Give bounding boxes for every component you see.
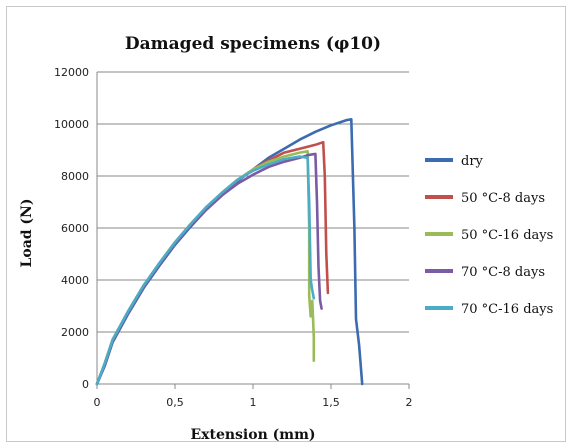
legend-label: 50 °C-16 days [461,228,553,243]
x-tick-label: 0,5 [166,396,184,409]
series-line-1 [95,118,364,386]
chart-frame: Damaged specimens (φ10) 0 2000 4000 6000 800… [6,6,566,443]
x-axis-label: Extension (mm) [190,427,315,443]
legend-label: 50 °C-8 days [461,191,545,206]
y-tick-label: 4000 [61,274,89,287]
y-tick-label: 0 [82,378,89,391]
gridlines [97,71,409,385]
legend-label: 70 °C-8 days [461,265,545,280]
y-tick-label: 12000 [54,66,89,79]
series-line-4 [95,152,323,386]
y-tick-label: 6000 [61,222,89,235]
axes: 0 2000 4000 6000 8000 10000 12000 0 0,5 1 1,5 2 [54,66,413,409]
series-line-3 [95,150,316,386]
x-tick-label: 2 [406,396,413,409]
y-tick-label: 2000 [61,326,89,339]
legend-label: 70 °C-16 days [461,302,553,317]
x-tick-label: 1 [250,396,257,409]
legend-label: dry [461,154,484,169]
series-lines [95,118,364,386]
y-tick-label: 10000 [54,118,89,131]
y-axis-label: Load (N) [19,199,35,268]
x-tick-label: 0 [94,396,101,409]
y-tick-label: 8000 [61,170,89,183]
legend: dry 50 °C-8 days 50 °C-16 days 70 °C-8 days… [425,154,553,317]
x-tick-label: 1,5 [322,396,340,409]
series-line-5 [95,155,316,386]
chart-title: Damaged specimens (φ10) [125,34,381,54]
series-line-2 [95,140,330,386]
load-extension-chart: Damaged specimens (φ10) 0 2000 4000 6000 800… [19,34,553,443]
